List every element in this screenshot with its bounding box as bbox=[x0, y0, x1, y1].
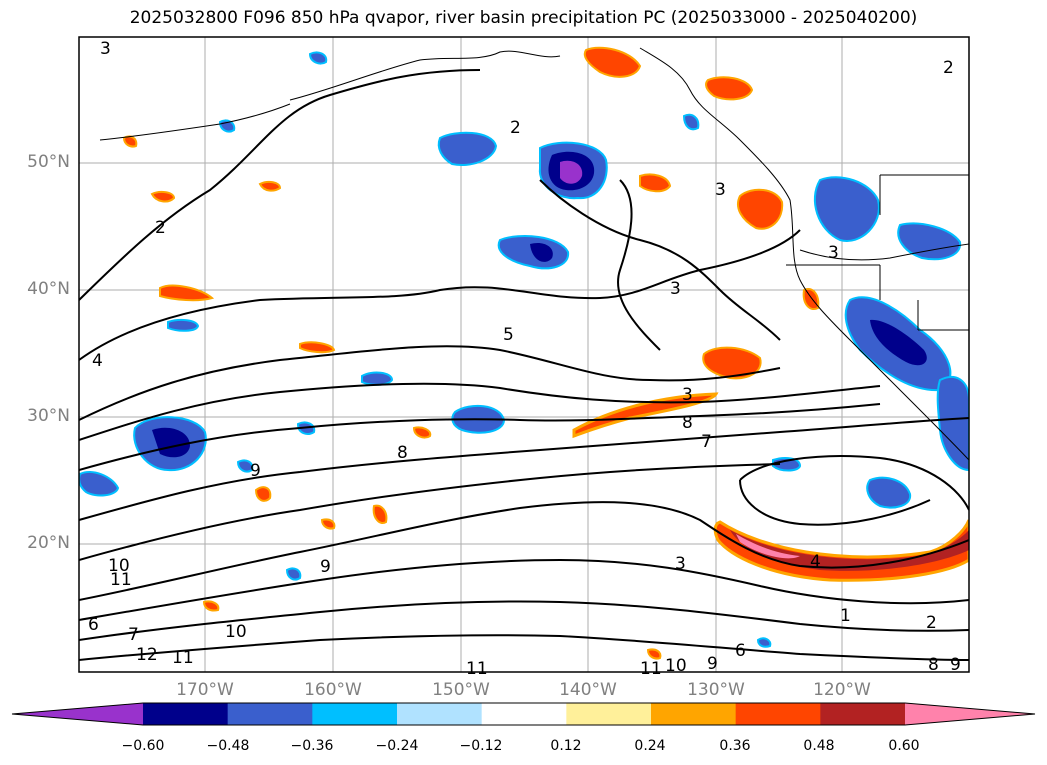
contour-label: 6 bbox=[735, 641, 746, 661]
colorbar-segment bbox=[312, 703, 398, 725]
contour-label: 9 bbox=[707, 654, 718, 674]
lon-label-120w: 120°W bbox=[813, 680, 871, 700]
contour-label: 5 bbox=[503, 325, 514, 345]
contour-label: 3 bbox=[670, 279, 681, 299]
contour-label: 9 bbox=[950, 655, 961, 675]
colorbar-outline bbox=[11, 702, 1036, 726]
contour-label: 1 bbox=[840, 606, 851, 626]
colorbar-extend-left bbox=[12, 703, 143, 725]
colorbar-tick: 0.60 bbox=[888, 738, 920, 754]
colorbar-segment bbox=[735, 703, 821, 725]
lat-label-40: 40°N bbox=[27, 279, 70, 299]
contour-label: 3 bbox=[675, 554, 686, 574]
lon-label-130w: 130°W bbox=[687, 680, 745, 700]
lat-label-50: 50°N bbox=[27, 152, 70, 172]
colorbar-tick: 0.24 bbox=[634, 738, 666, 754]
colorbar-tick: −0.12 bbox=[459, 738, 503, 754]
colorbar-tick: 0.36 bbox=[719, 738, 751, 754]
contour-label: 2 bbox=[155, 218, 166, 238]
coastlines bbox=[99, 47, 969, 461]
contour-label: 9 bbox=[250, 461, 261, 481]
colorbar-tick: 0.48 bbox=[803, 738, 835, 754]
colorbar-segment bbox=[143, 703, 229, 725]
colorbar-tick: −0.36 bbox=[290, 738, 334, 754]
colorbar-extend-right bbox=[905, 703, 1035, 725]
map-frame bbox=[78, 36, 970, 673]
contour-label: 8 bbox=[397, 443, 408, 463]
contour-label: 11 bbox=[466, 659, 488, 679]
contour-label: 3 bbox=[100, 39, 111, 59]
contour-label: 3 bbox=[715, 180, 726, 200]
map-title: 2025032800 F096 850 hPa qvapor, river ba… bbox=[129, 8, 918, 28]
qvapor-contours bbox=[79, 69, 969, 661]
colorbar-segment bbox=[227, 703, 313, 725]
contour-label: 2 bbox=[510, 118, 521, 138]
lon-label-160w: 160°W bbox=[304, 680, 362, 700]
colorbar-segment bbox=[651, 703, 737, 725]
contour-label: 3 bbox=[828, 243, 839, 263]
lat-label-30: 30°N bbox=[27, 406, 70, 426]
contour-label: 3 bbox=[682, 385, 693, 405]
contour-label: 6 bbox=[88, 615, 99, 635]
colorbar-segment bbox=[820, 703, 906, 725]
contour-label: 9 bbox=[320, 557, 331, 577]
contour-label: 11 bbox=[110, 570, 132, 590]
contour-label: 11 bbox=[640, 659, 662, 679]
colorbar-segment bbox=[397, 703, 483, 725]
contour-label: 8 bbox=[682, 413, 693, 433]
colorbar-tick: −0.60 bbox=[121, 738, 165, 754]
colorbar-tick: −0.48 bbox=[206, 738, 250, 754]
contour-label: 4 bbox=[92, 351, 103, 371]
contour-label: 8 bbox=[928, 655, 939, 675]
contour-label: 11 bbox=[172, 648, 194, 668]
lat-label-20: 20°N bbox=[27, 533, 70, 553]
colorbar-tick: −0.24 bbox=[375, 738, 419, 754]
contour-label: 7 bbox=[701, 432, 712, 452]
lon-label-170w: 170°W bbox=[176, 680, 234, 700]
contour-labels: 3 2 2 2 3 4 5 3 3 3 8 7 8 9 9 10 11 3 4 … bbox=[88, 39, 961, 679]
colorbar-segment bbox=[481, 703, 567, 725]
contour-label: 12 bbox=[136, 645, 158, 665]
colorbar-segment bbox=[566, 703, 652, 725]
contour-label: 10 bbox=[225, 622, 247, 642]
lon-label-150w: 150°W bbox=[432, 680, 490, 700]
contour-label: 10 bbox=[665, 656, 687, 676]
contour-label: 7 bbox=[128, 625, 139, 645]
colorbar bbox=[12, 703, 1035, 725]
contour-label: 4 bbox=[810, 552, 821, 572]
contour-label: 2 bbox=[926, 613, 937, 633]
lon-label-140w: 140°W bbox=[559, 680, 617, 700]
positive-precip-patches bbox=[122, 46, 969, 660]
contour-label: 2 bbox=[943, 58, 954, 78]
colorbar-tick: 0.12 bbox=[550, 738, 582, 754]
contour-label: 10 bbox=[108, 556, 130, 576]
